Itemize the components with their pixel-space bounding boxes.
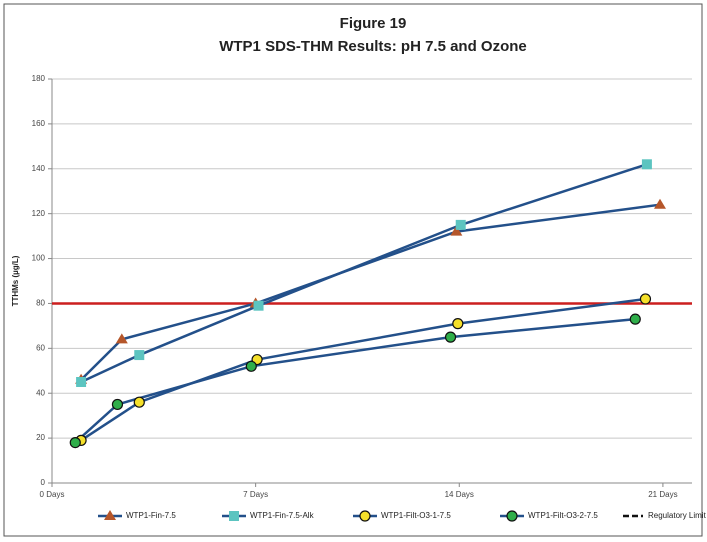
frame — [3, 3, 703, 537]
y-tick-label: 180 — [32, 74, 46, 83]
x-tick-label: 7 Days — [243, 490, 268, 499]
x-tick-label: 0 Days — [40, 490, 65, 499]
data-point — [134, 350, 145, 361]
data-point — [444, 331, 457, 343]
legend-label: WTP1-Fin-7.5 — [126, 511, 176, 520]
y-tick-label: 60 — [36, 343, 45, 352]
data-point — [245, 360, 257, 372]
legend-marker — [104, 510, 116, 520]
legend-marker — [359, 510, 371, 522]
x-tick-label: 14 Days — [445, 490, 474, 499]
legend-marker — [229, 511, 239, 521]
y-tick-label: 40 — [36, 388, 45, 397]
data-point — [455, 219, 466, 230]
legend-marker — [506, 510, 518, 522]
data-point — [115, 333, 128, 344]
data-point — [641, 159, 652, 170]
y-axis-label: TTHMs (µg/L) — [11, 255, 20, 306]
data-point — [654, 198, 666, 209]
legend-label: WTP1-Filt-O3-1-7.5 — [381, 511, 451, 520]
data-point — [450, 225, 463, 236]
legend-label: Regulatory Limit — [648, 511, 707, 520]
y-tick-label: 140 — [32, 164, 46, 173]
y-tick-label: 80 — [36, 299, 45, 308]
data-point — [69, 437, 81, 449]
y-tick-label: 160 — [32, 119, 46, 128]
y-tick-label: 100 — [32, 254, 46, 263]
y-tick-label: 120 — [32, 209, 46, 218]
y-tick-label: 0 — [41, 478, 46, 487]
data-point — [76, 377, 87, 387]
legend-label: WTP1-Fin-7.5-Alk — [250, 511, 315, 520]
y-tick-label: 20 — [36, 433, 45, 442]
data-point — [629, 313, 641, 325]
data-point — [133, 396, 145, 408]
data-point — [452, 318, 464, 330]
chart-title: Figure 19 — [340, 15, 407, 32]
chart-subtitle: WTP1 SDS-THM Results: pH 7.5 and Ozone — [219, 38, 527, 55]
data-point — [111, 398, 124, 411]
data-point — [639, 293, 652, 305]
data-point — [253, 300, 264, 311]
x-tick-label: 21 Days — [648, 490, 677, 499]
legend-label: WTP1-Filt-O3-2-7.5 — [528, 511, 598, 520]
